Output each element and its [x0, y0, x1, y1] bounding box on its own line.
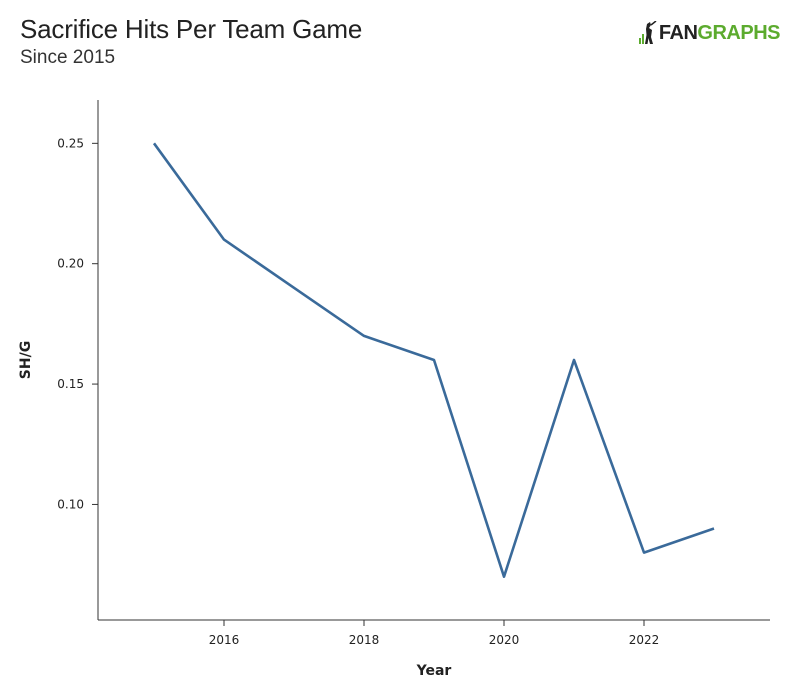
logo-text-fan: FAN: [658, 21, 698, 44]
x-tick-label: 2020: [489, 633, 520, 647]
x-tick-label: 2022: [629, 633, 660, 647]
fangraphs-logo: FAN GRAPHS: [638, 20, 780, 46]
chart-subtitle: Since 2015: [20, 47, 116, 68]
series-line-sh-per-game: [152, 142, 715, 578]
x-tick-label: 2016: [209, 633, 240, 647]
y-tick-label: 0.25: [57, 136, 84, 150]
y-tick-label: 0.20: [57, 257, 84, 271]
y-tick-label: 0.10: [57, 497, 84, 511]
fangraphs-batter-icon: [638, 21, 657, 44]
y-tick-label: 0.15: [57, 377, 84, 391]
logo-text-graphs: GRAPHS: [697, 21, 780, 44]
x-axis-ticks: 2016 2018 2020 2022: [209, 620, 660, 647]
chart-title: Sacrifice Hits Per Team Game: [20, 14, 363, 44]
x-tick-label: 2018: [349, 633, 380, 647]
y-axis-title: SH/G: [18, 341, 34, 379]
x-axis-title: Year: [416, 663, 452, 679]
y-axis-ticks: 0.10 0.15 0.20 0.25: [57, 136, 98, 511]
